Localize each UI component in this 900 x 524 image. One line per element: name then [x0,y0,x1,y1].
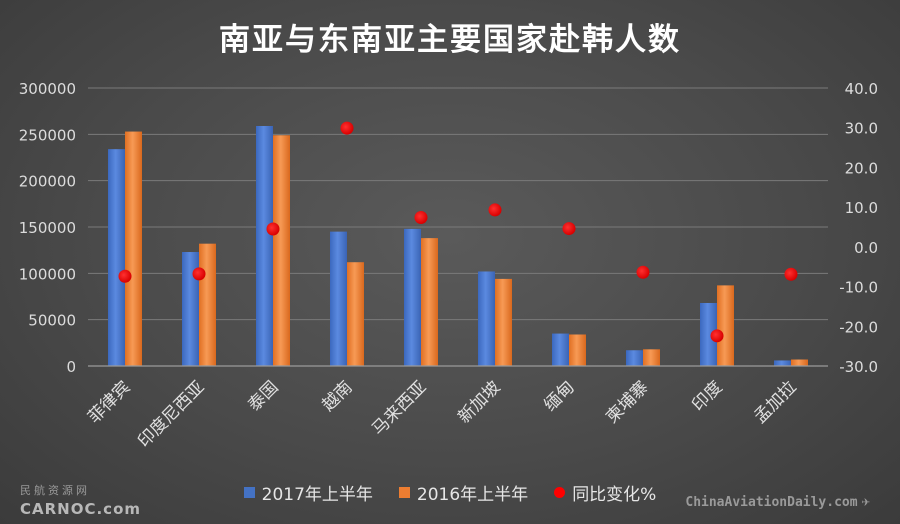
carnoc-watermark: 民航资源网 CARNOC.com [20,482,160,518]
change-point [562,222,576,236]
bar-2016 [125,131,142,366]
y-left-tick-label: 200000 [19,173,76,191]
x-category-label: 越南 [318,377,356,415]
bar-2016 [791,359,808,366]
change-point [266,222,280,236]
bar-2017 [626,350,643,366]
y-right-tick-label: 20.0 [845,159,878,177]
change-point [192,267,206,281]
legend-label-2017: 2017年上半年 [261,485,373,505]
y-left-tick-label: 100000 [19,265,76,283]
bar-2016 [273,135,290,366]
carnoc-watermark-en: CARNOC.com [20,500,142,518]
bar-2017 [182,252,199,366]
y-right-tick-label: 0.0 [854,239,878,257]
legend-label-2016: 2016年上半年 [416,485,529,505]
legend-item-2017: 2017年上半年 [243,480,373,505]
chart-title: 南亚与东南亚主要国家赴韩人数 [219,22,681,58]
x-category-label: 泰国 [244,377,282,415]
bar-2017 [108,149,125,366]
bar-2016 [495,278,512,366]
bar-2017 [774,360,791,366]
bar-2017 [700,302,717,366]
carnoc-watermark-cn: 民航资源网 [20,484,90,497]
y-left-tick-label: 50000 [28,312,76,330]
x-category-label: 印度 [688,377,726,415]
plane-icon: ✈ [861,494,870,510]
change-point [710,329,724,343]
change-point [488,203,502,217]
bar-2016 [569,334,586,366]
y-right-tick-label: -10.0 [839,279,878,297]
legend-swatch-2017 [243,487,255,498]
legend-swatch-change [554,487,566,498]
x-category-label: 马来西亚 [368,377,430,439]
bar-2016 [717,285,734,366]
y-left-tick-label: 250000 [19,126,76,144]
bar-2016 [421,238,438,366]
y-right-tick-label: 30.0 [845,120,878,138]
x-category-label: 印度尼西亚 [134,377,208,451]
y-left-tick-label: 300000 [19,80,76,98]
legend-label-change: 同比变化% [572,485,657,505]
bar-2017 [478,271,495,366]
y-right-tick-label: 40.0 [845,80,878,98]
x-category-label: 新加坡 [454,377,504,427]
bar-2017 [404,228,421,366]
cad-watermark-text: ChinaAviationDaily.com [685,495,858,510]
bar-2016 [643,349,660,366]
cad-watermark: ChinaAviationDaily.com ✈ [685,494,870,510]
legend-item-2016: 2016年上半年 [398,480,529,505]
bar-2016 [199,243,216,366]
x-category-label: 菲律宾 [84,377,134,427]
change-point [414,210,428,224]
x-category-label: 缅甸 [540,377,578,415]
legend: 2017年上半年 2016年上半年 同比变化% [0,480,900,505]
change-point [784,267,798,281]
y-right-tick-label: -30.0 [839,358,878,376]
bar-2017 [330,231,347,366]
y-right-tick-label: 10.0 [845,199,878,217]
legend-swatch-2016 [398,487,410,498]
change-point [340,121,354,135]
y-right-tick-label: -20.0 [839,318,878,336]
x-category-label: 孟加拉 [750,377,800,427]
y-left-tick-label: 0 [66,358,76,376]
x-category-label: 柬埔寨 [602,377,652,427]
bar-2016 [347,262,364,366]
y-left-tick-label: 150000 [19,219,76,237]
change-point [118,269,132,283]
change-point [636,265,650,279]
legend-item-change: 同比变化% [554,480,656,505]
bar-2017 [552,333,569,366]
bar-2017 [256,125,273,366]
